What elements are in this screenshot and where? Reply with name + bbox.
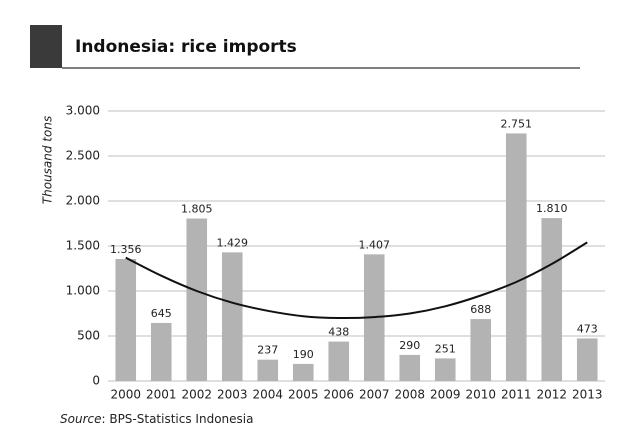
bar <box>434 358 456 381</box>
bar <box>399 354 421 381</box>
bar <box>541 218 563 381</box>
x-tick-label: 2002 <box>181 388 212 402</box>
y-tick-label: 2.500 <box>66 149 100 163</box>
x-tick-label: 2010 <box>465 388 496 402</box>
value-label: 237 <box>257 344 278 357</box>
value-label: 1.810 <box>536 202 568 215</box>
bar <box>576 338 598 381</box>
value-label: 1.429 <box>217 236 249 249</box>
y-tick-label: 3.000 <box>66 104 100 118</box>
y-tick-label: 500 <box>77 329 100 343</box>
x-tick-label: 2000 <box>110 388 141 402</box>
x-tick-label: 2004 <box>252 388 283 402</box>
x-tick-label: 2008 <box>394 388 425 402</box>
bar <box>115 258 137 381</box>
source-label: Source <box>60 412 101 426</box>
x-tick-label: 2013 <box>572 388 603 402</box>
value-label: 1.356 <box>110 243 142 256</box>
bar <box>257 359 279 381</box>
chart-title: Indonesia: rice imports <box>75 37 297 57</box>
x-tick-label: 2012 <box>536 388 567 402</box>
value-label: 688 <box>470 303 491 316</box>
bar <box>505 133 527 381</box>
value-label: 473 <box>577 322 598 335</box>
value-label: 290 <box>399 339 420 352</box>
bar <box>150 322 172 381</box>
value-label: 1.805 <box>181 203 213 216</box>
y-tick-label: 2.000 <box>66 194 100 208</box>
source: Source: BPS-Statistics Indonesia <box>60 412 253 426</box>
title-box <box>30 25 62 68</box>
bar <box>328 341 350 381</box>
value-label: 2.751 <box>501 117 533 130</box>
y-tick-label: 0 <box>92 374 100 388</box>
y-tick-label: 1.000 <box>66 284 100 298</box>
bar <box>186 218 208 381</box>
x-tick-label: 2009 <box>430 388 461 402</box>
value-label: 251 <box>435 342 456 355</box>
x-tick-label: 2007 <box>359 388 390 402</box>
x-tick-label: 2011 <box>501 388 532 402</box>
value-label: 1.407 <box>359 238 391 251</box>
y-tick-label: 1.500 <box>66 239 100 253</box>
bar <box>470 319 492 381</box>
source-text: : BPS-Statistics Indonesia <box>101 412 253 426</box>
value-label: 645 <box>151 307 172 320</box>
x-tick-label: 2003 <box>217 388 248 402</box>
y-axis-label: Thousand tons <box>41 116 55 204</box>
x-tick-label: 2006 <box>323 388 354 402</box>
bar <box>221 252 243 381</box>
x-tick-label: 2005 <box>288 388 319 402</box>
value-label: 438 <box>328 326 349 339</box>
x-tick-label: 2001 <box>146 388 177 402</box>
trend-line <box>125 241 588 320</box>
bar <box>292 363 314 381</box>
value-label: 190 <box>293 348 314 361</box>
